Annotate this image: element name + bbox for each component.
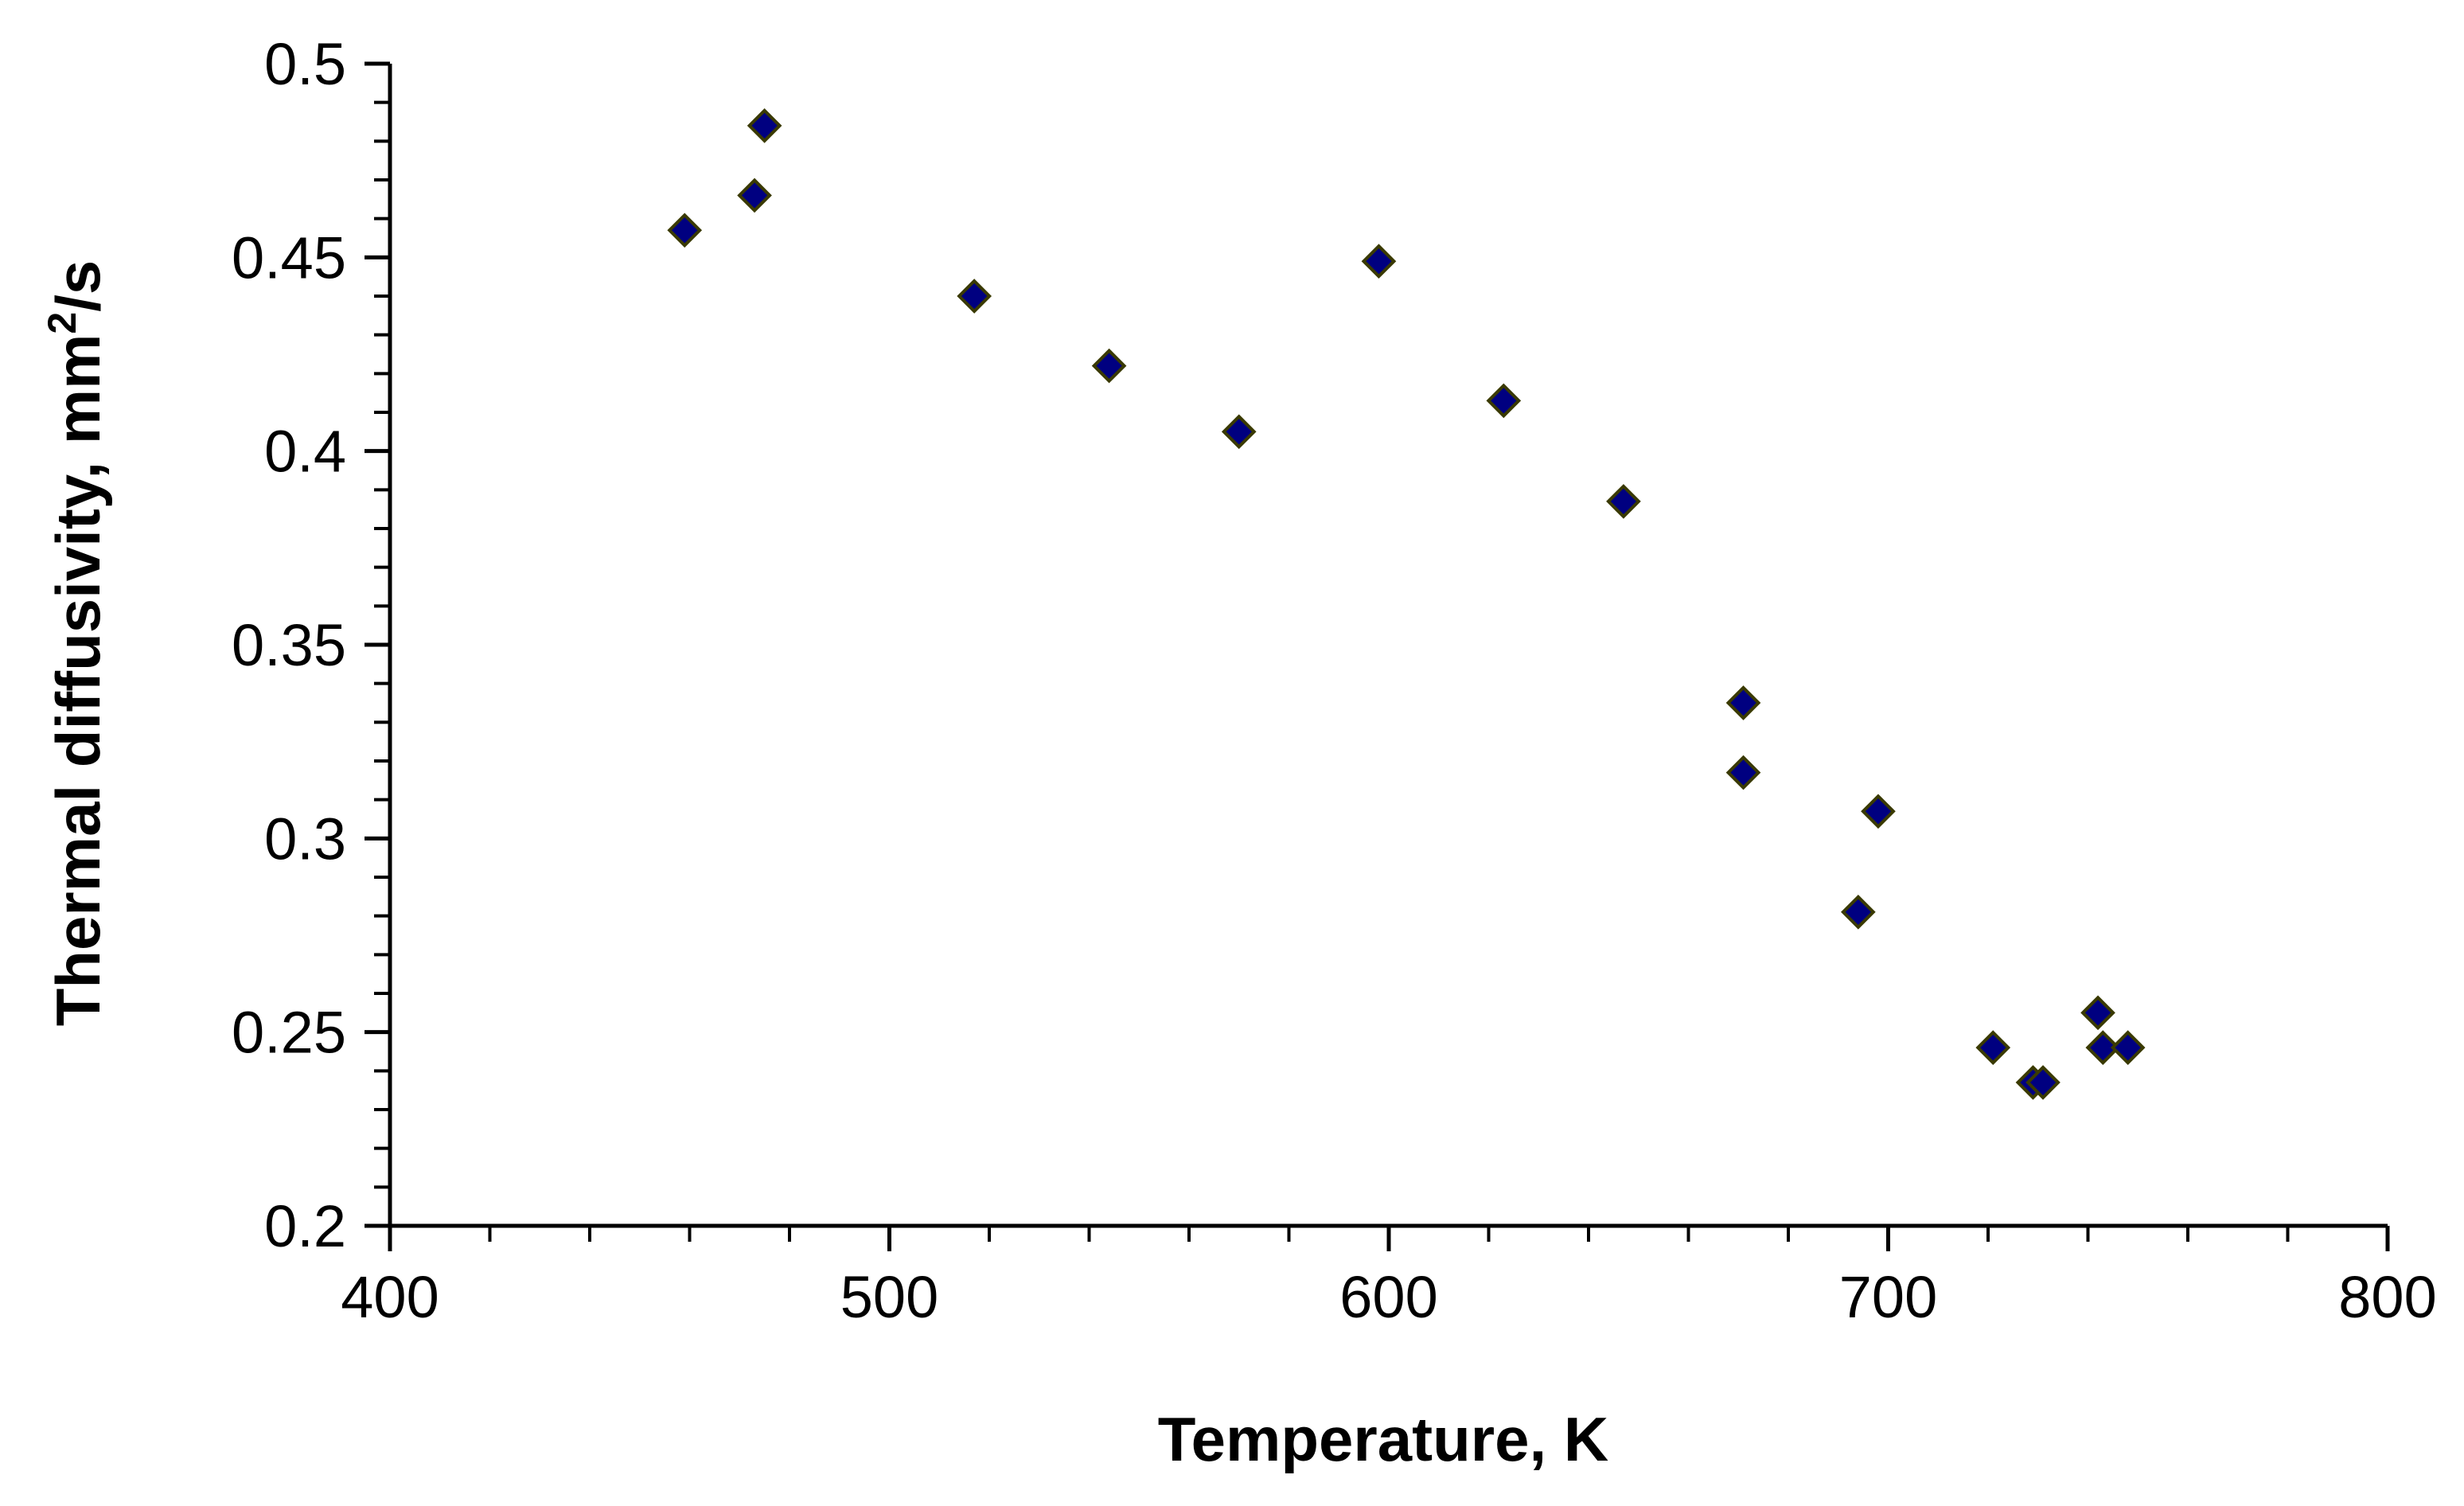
y-axis-title-suffix: /s <box>43 260 113 312</box>
data-points <box>667 108 2146 1100</box>
y-axis-title: Thermal diffusivity, mm2/s <box>40 260 113 1027</box>
x-axis-title: Temperature, K <box>1158 1404 1608 1474</box>
y-tick-label: 0.35 <box>232 612 346 678</box>
data-point <box>2110 1030 2146 1065</box>
data-point <box>1725 685 1761 720</box>
data-point <box>747 108 782 143</box>
tick-labels: 0.2 0.25 0.3 0.35 0.4 0.45 0.5 400 500 600 700 800 <box>232 31 2437 1330</box>
y-axis-title-superscript: 2 <box>40 312 84 334</box>
data-point <box>957 279 992 314</box>
x-tick-label: 600 <box>1339 1264 1437 1330</box>
y-axis-title-text: Thermal diffusivity, mm <box>43 334 113 1027</box>
x-tick-label: 400 <box>341 1264 439 1330</box>
data-point <box>737 178 772 213</box>
data-point <box>2080 995 2115 1031</box>
data-point <box>1861 794 1896 829</box>
data-point <box>1091 348 1127 384</box>
data-point <box>2025 1065 2060 1100</box>
data-point <box>667 213 703 248</box>
y-tick-label: 0.45 <box>232 224 346 291</box>
data-point <box>1486 383 1522 419</box>
x-tick-label: 800 <box>2338 1264 2436 1330</box>
data-point <box>1221 414 1257 450</box>
y-tick-label: 0.4 <box>264 419 346 485</box>
data-point <box>1606 484 1641 519</box>
y-tick-label: 0.2 <box>264 1193 346 1259</box>
ticks <box>365 61 2390 1251</box>
data-point <box>1975 1030 2011 1065</box>
data-point <box>1841 894 1876 930</box>
y-tick-label: 0.25 <box>232 1000 346 1066</box>
data-point <box>1725 755 1761 790</box>
x-tick-label: 700 <box>1839 1264 1937 1330</box>
y-tick-label: 0.5 <box>264 31 346 97</box>
data-point <box>2085 1030 2121 1065</box>
y-tick-label: 0.3 <box>264 806 346 872</box>
data-point <box>1361 244 1397 279</box>
x-tick-label: 500 <box>840 1264 938 1330</box>
